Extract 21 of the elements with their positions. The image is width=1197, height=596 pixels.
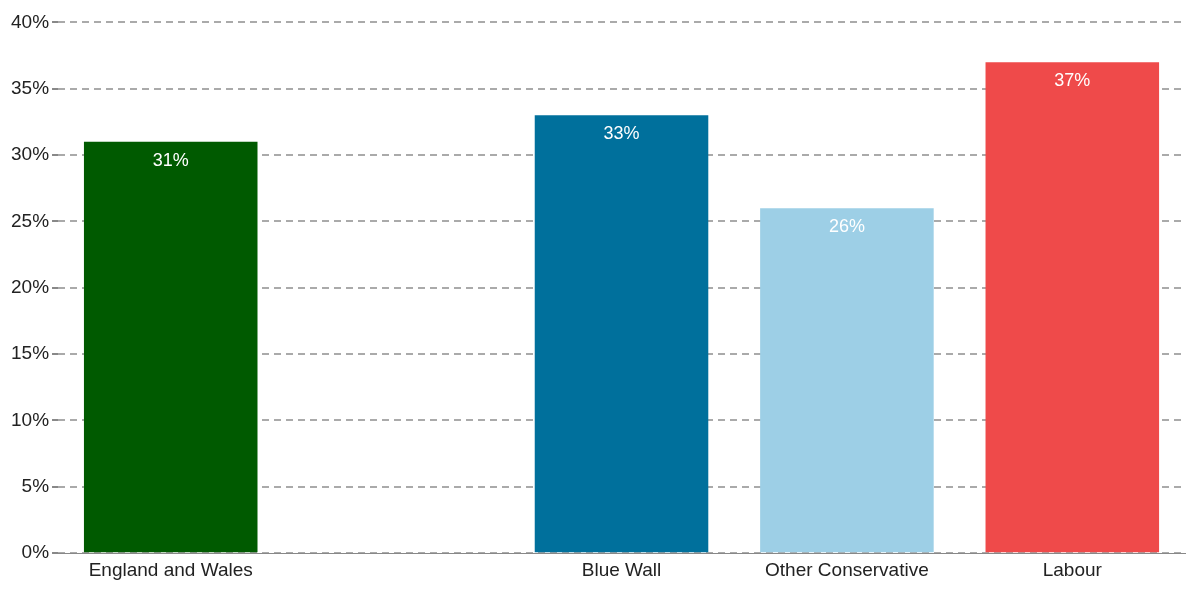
bar	[534, 115, 709, 553]
data-label: 33%	[603, 123, 640, 144]
data-label: 26%	[828, 216, 865, 237]
y-tick-label: 20%	[11, 276, 50, 298]
y-tick-label: 10%	[11, 408, 50, 430]
bar	[83, 141, 258, 553]
y-tick-label: 40%	[11, 10, 50, 32]
x-tick-label: England and Wales	[88, 558, 253, 580]
y-tick-label: 35%	[11, 76, 50, 98]
bar	[760, 208, 934, 553]
y-tick-label: 25%	[11, 209, 50, 231]
data-label: 31%	[152, 149, 189, 170]
y-tick-label: 15%	[11, 342, 50, 364]
x-tick-label: Other Conservative	[765, 558, 929, 580]
x-tick-label: Labour	[1042, 558, 1103, 580]
x-tick-label: Blue Wall	[581, 558, 662, 580]
bar	[985, 62, 1160, 553]
data-label: 37%	[1054, 70, 1091, 91]
y-tick-label: 30%	[11, 143, 50, 165]
y-tick-label: 5%	[21, 475, 50, 497]
y-tick-label: 0%	[21, 541, 50, 563]
